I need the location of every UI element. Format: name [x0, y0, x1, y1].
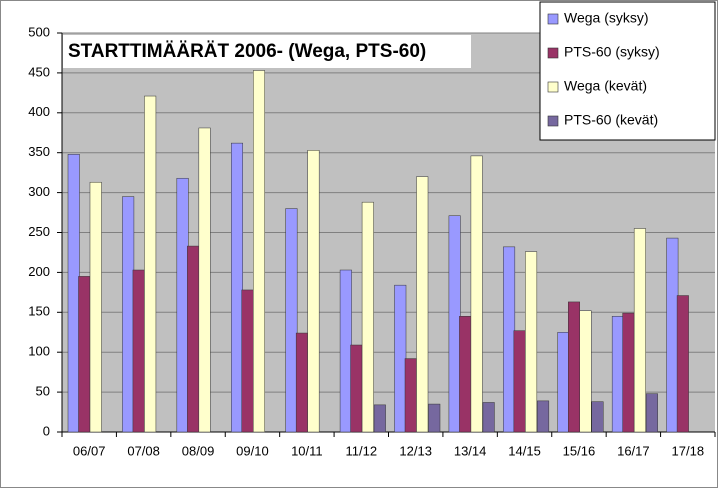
bar	[428, 403, 441, 433]
y-tick-label: 300	[28, 184, 50, 199]
bar	[187, 245, 200, 433]
bar	[176, 177, 189, 433]
bar	[67, 154, 80, 433]
bar	[307, 150, 320, 433]
y-tick-label: 50	[36, 384, 50, 399]
x-tick-label: 15/16	[563, 443, 596, 458]
x-tick-label: 07/08	[127, 443, 160, 458]
bar	[339, 269, 352, 433]
bar	[557, 332, 570, 433]
bar	[622, 312, 635, 433]
bar	[198, 127, 211, 433]
legend-swatch	[547, 47, 559, 59]
y-tick-label: 500	[28, 24, 50, 39]
legend-label: PTS-60 (kevät)	[564, 112, 658, 128]
x-tick-label: 16/17	[617, 443, 650, 458]
y-tick-label: 100	[28, 344, 50, 359]
bar	[404, 358, 417, 433]
x-tick-label: 11/12	[346, 443, 378, 458]
y-tick-label: 150	[28, 304, 50, 319]
y-tick-label: 0	[43, 423, 50, 438]
bar	[537, 400, 550, 433]
bar	[525, 251, 538, 433]
bar	[89, 181, 102, 433]
bar	[448, 215, 461, 433]
x-tick-label: 09/10	[236, 443, 269, 458]
legend-box	[539, 1, 716, 141]
bar	[78, 276, 91, 433]
y-tick-label: 450	[28, 64, 50, 79]
bar	[633, 228, 646, 433]
legend-swatch	[547, 81, 559, 93]
bar	[253, 70, 265, 433]
bar	[144, 95, 157, 433]
bar	[361, 201, 374, 433]
bar	[350, 344, 363, 433]
y-tick-label: 350	[28, 144, 50, 159]
legend-swatch	[547, 13, 559, 25]
bar	[676, 295, 689, 433]
bar	[373, 404, 386, 433]
bar	[568, 301, 580, 433]
title-box	[63, 35, 471, 68]
bar	[295, 332, 308, 433]
x-tick-label: 14/15	[508, 443, 541, 458]
y-tick-label: 200	[28, 264, 50, 279]
y-tick-label: 400	[28, 104, 50, 119]
bar	[482, 402, 495, 433]
x-tick-label: 13/14	[454, 443, 487, 458]
bar	[231, 142, 243, 433]
bar	[132, 269, 145, 433]
x-tick-label: 06/07	[73, 443, 106, 458]
legend-label: PTS-60 (syksy)	[564, 44, 660, 60]
bar	[285, 208, 298, 433]
bar	[416, 176, 429, 433]
bar	[666, 237, 679, 433]
bar	[611, 316, 624, 433]
y-tick-label: 250	[28, 224, 50, 239]
bar	[645, 393, 658, 433]
bar	[503, 246, 516, 433]
bar	[579, 310, 592, 433]
legend-label: Wega (kevät)	[564, 78, 647, 94]
bar	[459, 316, 472, 433]
chart-title: STARTTIMÄÄRÄT 2006- (Wega, PTS-60)	[68, 41, 426, 62]
legend-swatch	[547, 115, 559, 127]
legend-label: Wega (syksy)	[564, 10, 649, 26]
bar	[122, 196, 135, 433]
x-tick-label: 12/13	[399, 443, 432, 458]
x-tick-label: 08/09	[182, 443, 215, 458]
bar	[394, 284, 407, 433]
x-tick-label: 17/18	[672, 443, 705, 458]
bar	[513, 330, 526, 433]
bar	[241, 289, 254, 433]
x-tick-label: 10/11	[291, 443, 323, 458]
bar	[591, 401, 604, 433]
bar	[470, 155, 483, 433]
